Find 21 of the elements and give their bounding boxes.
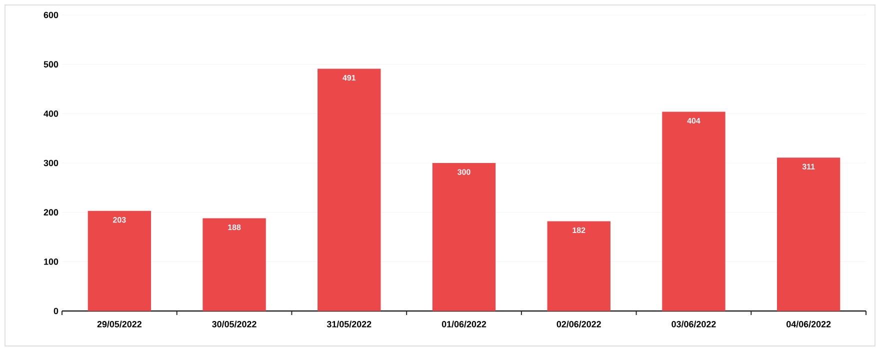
y-tick-label: 600	[44, 12, 58, 18]
bar	[547, 221, 610, 311]
bar	[662, 112, 726, 311]
bar	[432, 163, 496, 311]
y-tick-label: 0	[54, 308, 58, 314]
x-tick-label: 04/06/2022	[786, 320, 831, 328]
bar	[202, 218, 266, 311]
y-tick-label: 500	[44, 61, 58, 68]
bar	[318, 68, 381, 311]
y-tick-label: 400	[44, 110, 58, 117]
y-tick-label: 300	[44, 160, 58, 166]
x-tick-label: 02/06/2022	[556, 320, 601, 328]
y-tick-label: 200	[44, 209, 58, 216]
y-tick-label: 100	[44, 258, 58, 265]
x-tick-label: 01/06/2022	[442, 320, 486, 328]
x-tick-label: 29/05/2022	[97, 320, 142, 328]
bar	[776, 158, 840, 311]
bar	[88, 210, 152, 311]
x-tick-label: 30/05/2022	[212, 320, 256, 328]
x-tick-label: 03/06/2022	[672, 320, 716, 328]
x-tick-label: 31/05/2022	[326, 320, 372, 328]
